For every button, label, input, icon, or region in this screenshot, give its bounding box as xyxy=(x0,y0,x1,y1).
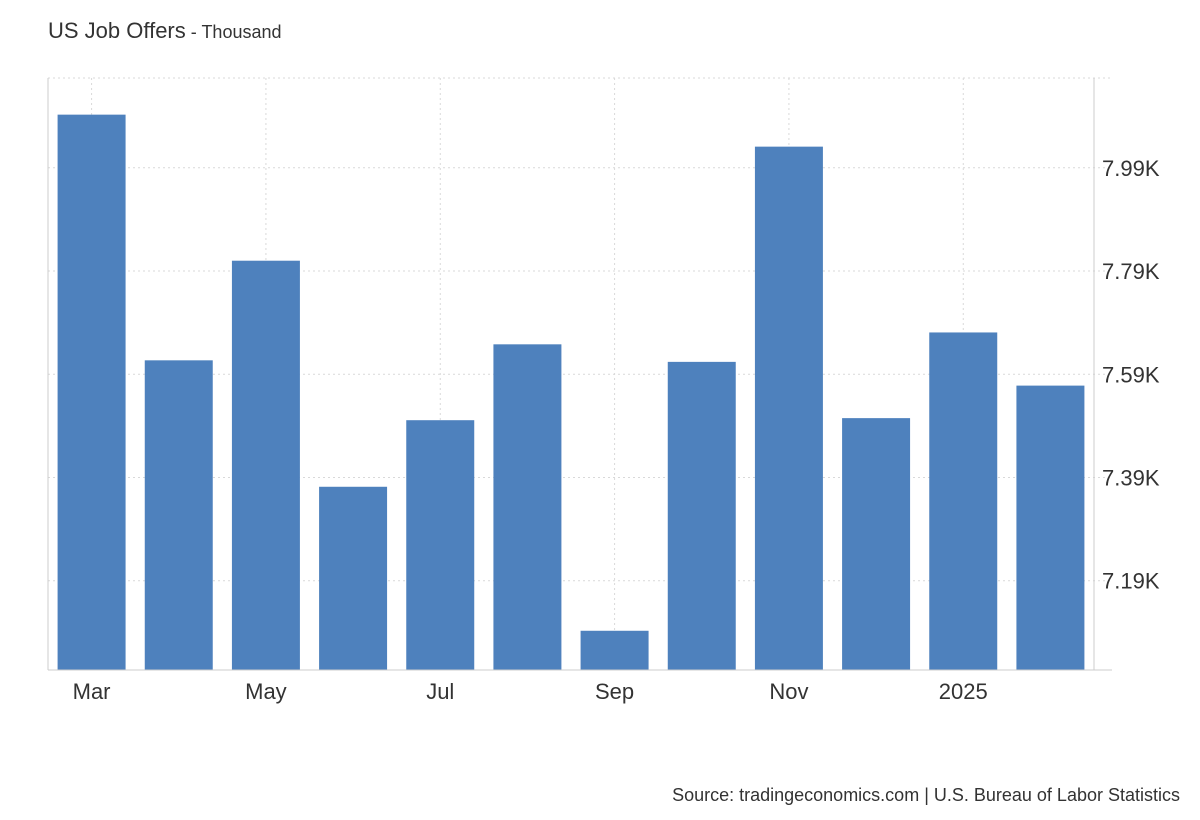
x-tick-label: Jul xyxy=(426,679,454,704)
chart-header: US Job Offers - Thousand xyxy=(48,18,282,44)
bar-2024-05 xyxy=(231,260,300,670)
y-tick-label: 7.79K xyxy=(1102,259,1160,284)
bar-2024-08 xyxy=(493,344,562,670)
x-tick-label: Sep xyxy=(595,679,634,704)
chart-unit: Thousand xyxy=(201,22,282,42)
bar-2024-10 xyxy=(667,361,736,670)
bar-2024-03 xyxy=(57,114,126,671)
bar-2024-04 xyxy=(144,360,213,670)
bar-2024-06 xyxy=(319,486,388,670)
bar-2024-11 xyxy=(754,146,823,671)
y-tick-label: 7.99K xyxy=(1102,156,1160,181)
x-tick-label: May xyxy=(245,679,287,704)
bar-2024-12 xyxy=(842,418,911,670)
y-tick-label: 7.19K xyxy=(1102,569,1160,594)
bar-2025-02 xyxy=(1016,385,1085,670)
y-tick-label: 7.39K xyxy=(1102,465,1160,490)
bar-2024-09 xyxy=(580,630,649,670)
source-attribution: Source: tradingeconomics.com | U.S. Bure… xyxy=(672,785,1180,805)
bars xyxy=(57,114,1085,671)
x-tick-label: 2025 xyxy=(939,679,988,704)
y-tick-label: 7.59K xyxy=(1102,362,1160,387)
bar-2025-01 xyxy=(929,332,998,670)
x-tick-label: Mar xyxy=(73,679,111,704)
unit-separator: - xyxy=(185,22,202,42)
bar-2024-07 xyxy=(406,420,475,670)
x-tick-label: Nov xyxy=(769,679,808,704)
chart-title: US Job Offers xyxy=(48,18,186,43)
